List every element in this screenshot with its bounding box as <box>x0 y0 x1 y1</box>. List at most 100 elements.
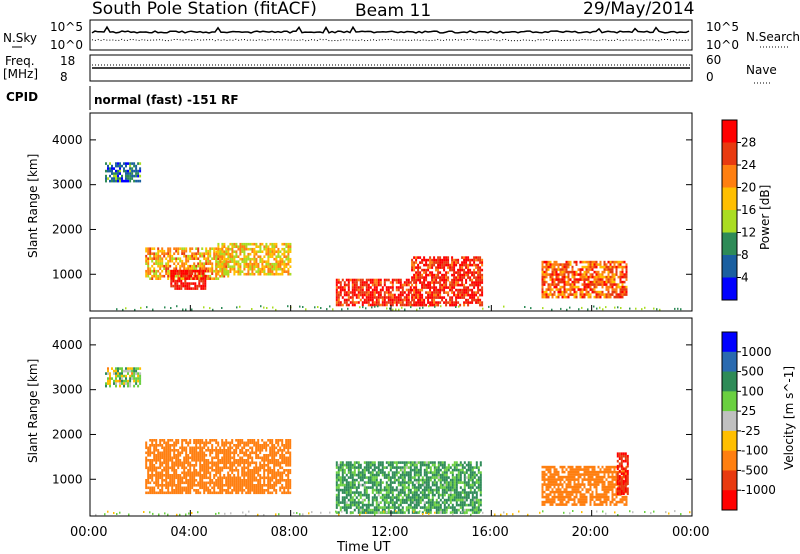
velocity-cell-1 <box>273 489 276 492</box>
velocity-cell-2 <box>351 478 354 482</box>
velocity-cell-1 <box>259 449 262 452</box>
power-cell-5 <box>473 283 476 287</box>
power-cell-6 <box>607 290 610 294</box>
velocity-cell-1 <box>275 491 278 495</box>
velocity-cell-0 <box>123 379 125 383</box>
power-cell-5 <box>447 256 450 259</box>
power-cell-3 <box>229 242 232 246</box>
velocity-cell-2 <box>399 501 402 504</box>
power-cell-5 <box>437 268 440 272</box>
power-cell-3 <box>233 265 236 268</box>
velocity-cell-2 <box>425 488 428 492</box>
power-cell-4 <box>355 283 358 287</box>
power-cell-6 <box>541 280 544 284</box>
velocity-cell-2 <box>435 471 438 474</box>
velocity-cell-1 <box>195 451 198 455</box>
power-cell-1 <box>205 252 208 255</box>
power-cell-6 <box>573 280 576 284</box>
power-cell-5 <box>437 263 440 267</box>
velocity-cell-1 <box>277 441 280 445</box>
velocity-cell-1 <box>165 471 168 475</box>
velocity-cell-1 <box>211 446 214 450</box>
power-cell-5 <box>413 288 416 292</box>
power-cell-0 <box>111 172 113 175</box>
velocity-cell-2 <box>385 473 388 477</box>
power-cell-4 <box>351 281 354 284</box>
velocity-cell-1 <box>185 451 188 455</box>
velocity-cell-1 <box>251 449 254 452</box>
power-cell-1 <box>167 264 170 268</box>
power-cell-5 <box>481 288 484 292</box>
power-cell-5 <box>441 296 444 299</box>
power-cell-5 <box>465 281 468 284</box>
velocity-cell-1 <box>155 444 158 447</box>
velocity-cell-1 <box>181 466 184 470</box>
velocity-cell-2 <box>337 511 340 514</box>
velocity-cell-3 <box>547 475 550 479</box>
velocity-cell-1 <box>193 446 196 450</box>
power-cell-1 <box>175 259 178 263</box>
velocity-cell-0 <box>129 374 132 378</box>
power-cell-6 <box>599 280 602 284</box>
velocity-cell-1 <box>247 444 250 447</box>
power-cell-5 <box>479 298 482 302</box>
velocity-cell-2 <box>395 473 398 477</box>
velocity-cell-3 <box>547 495 550 499</box>
velocity-cell-1 <box>245 481 248 485</box>
power-cell-5 <box>435 301 438 304</box>
power-cell-6 <box>565 290 568 294</box>
power-cell-4 <box>399 286 402 289</box>
velocity-cell-2 <box>475 491 478 494</box>
velocity-cell-2 <box>375 501 378 504</box>
velocity-cell-2 <box>337 491 340 494</box>
velocity-cell-2 <box>413 461 416 464</box>
velocity-cell-2 <box>401 466 404 469</box>
power-cell-6 <box>595 280 598 284</box>
velocity-cell-1 <box>183 489 186 492</box>
velocity-cell-0 <box>131 374 134 378</box>
power-cell-1 <box>199 254 202 258</box>
power-cell-6 <box>599 293 602 296</box>
velocity-cell-1 <box>151 461 154 465</box>
velocity-cell-1 <box>253 474 256 477</box>
power-cell-5 <box>451 273 454 277</box>
velocity-cell-1 <box>227 486 230 490</box>
power-cell-1 <box>191 267 194 270</box>
power-cell-3 <box>251 257 254 261</box>
power-cell-1 <box>185 262 188 265</box>
velocity-cell-0 <box>131 369 134 373</box>
velocity-cell-1 <box>145 481 148 485</box>
power-cell-6 <box>571 268 574 271</box>
velocity-cell-2 <box>391 473 394 477</box>
power-cell-3 <box>239 267 242 271</box>
velocity-cell-1 <box>269 446 272 450</box>
velocity-cell-2 <box>335 478 338 482</box>
velocity-cell-2 <box>455 486 458 489</box>
power-cell-1 <box>219 274 222 278</box>
power-cell-1 <box>221 252 224 255</box>
velocity-cell-2 <box>347 498 350 502</box>
velocity-cell-1 <box>185 441 188 445</box>
power-cell-6 <box>557 293 560 296</box>
power-cell-4 <box>347 283 350 287</box>
power-cell-3 <box>279 267 282 271</box>
power-cell-3 <box>247 242 250 246</box>
power-cell-6 <box>619 273 622 276</box>
velocity-cell-1 <box>285 469 288 472</box>
velocity-cell-2 <box>477 466 480 469</box>
power-cell-4 <box>373 303 376 307</box>
power-cell-5 <box>431 271 434 274</box>
power-cell-6 <box>583 285 586 289</box>
power-cell-5 <box>411 268 414 272</box>
power-cell-3 <box>285 257 288 261</box>
velocity-cell-2 <box>455 466 458 469</box>
velocity-cell-2 <box>407 473 410 477</box>
power-colorbar-tick-label: 28 <box>741 136 756 150</box>
velocity-cell-1 <box>245 459 248 462</box>
power-cell-3 <box>249 260 252 263</box>
power-cell-6 <box>581 268 584 271</box>
power-cell-4 <box>347 303 350 307</box>
power-cell-3 <box>267 247 270 251</box>
power-cell-0 <box>117 164 119 168</box>
power-cell-5 <box>465 291 468 294</box>
